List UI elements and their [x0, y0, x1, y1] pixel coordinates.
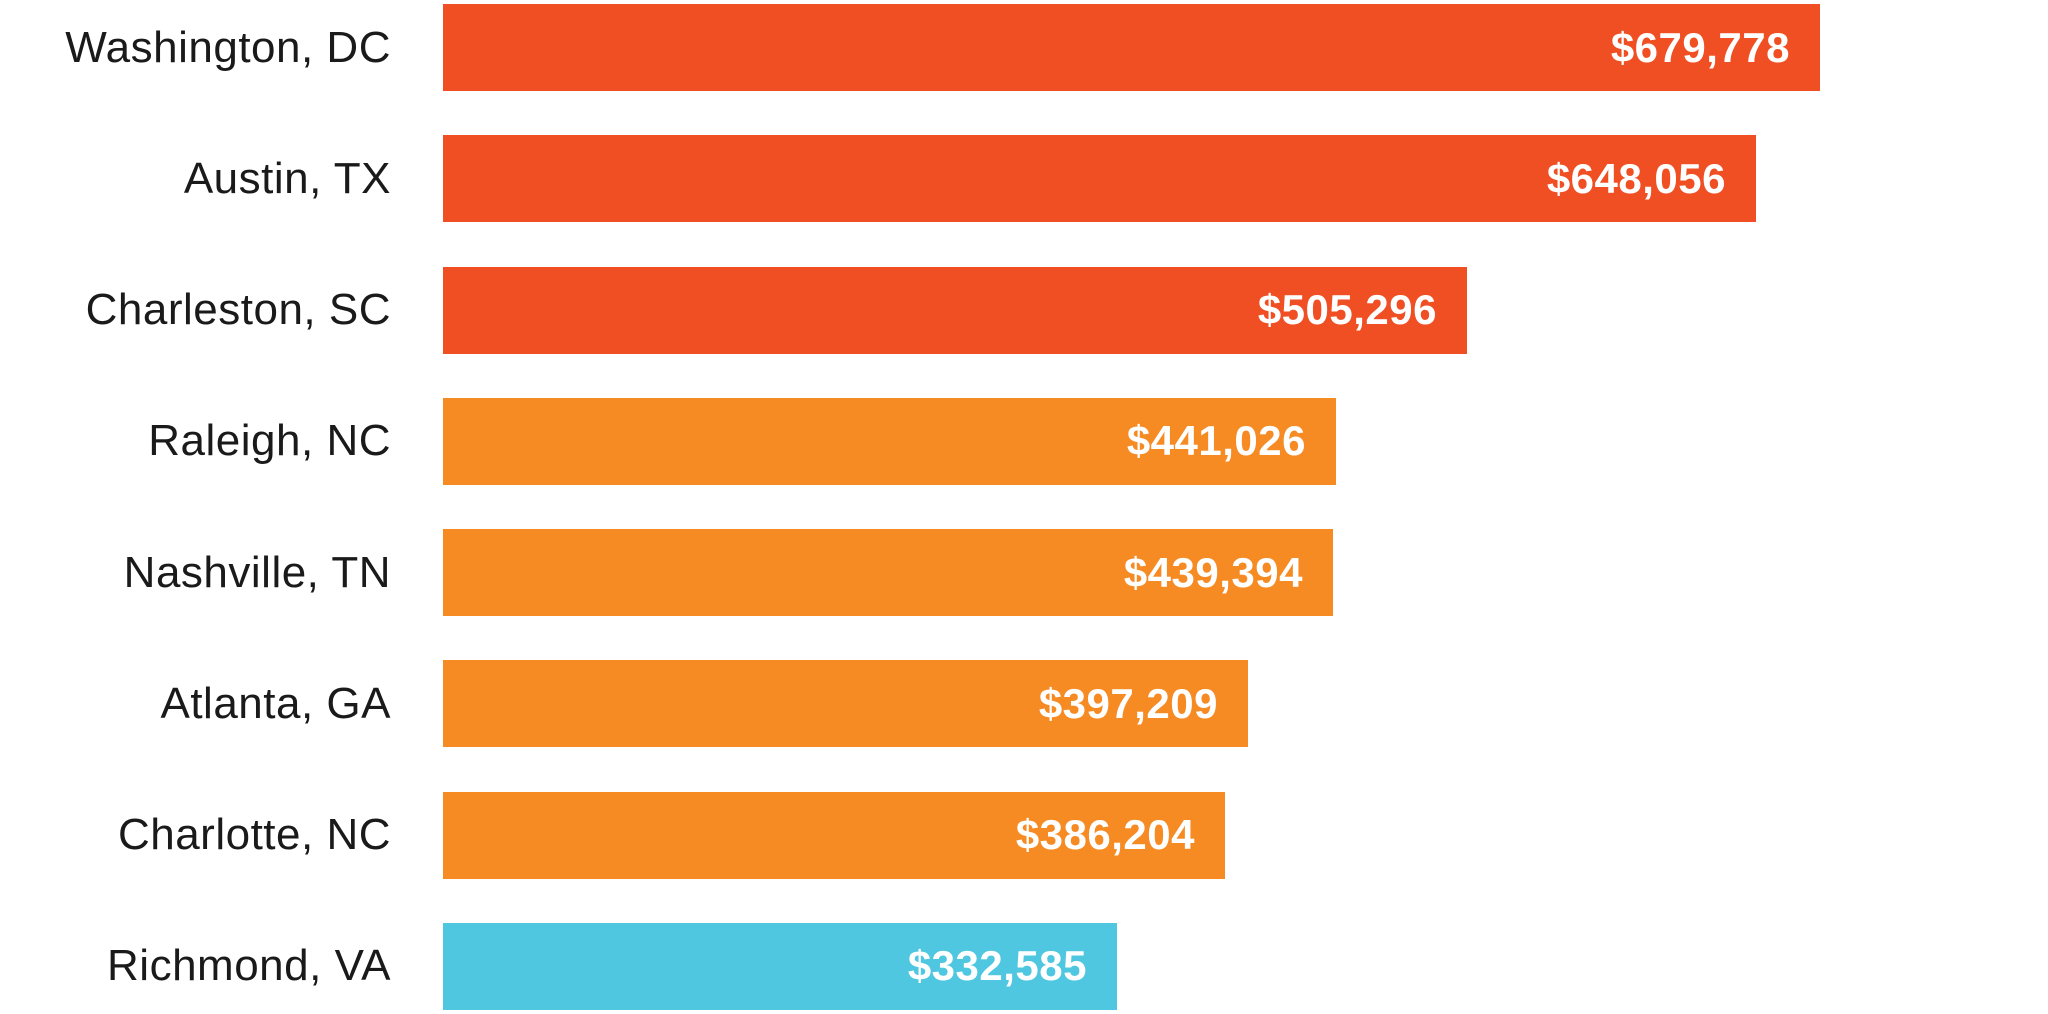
- bar-row: Nashville, TN $439,394: [0, 529, 2048, 617]
- bar-track: $648,056: [443, 135, 2048, 223]
- bar-track: $332,585: [443, 922, 2048, 1010]
- bar: $332,585: [443, 922, 1117, 1010]
- category-label: Charlotte, NC: [117, 810, 391, 860]
- bar-row: Charlotte, NC $386,204: [0, 791, 2048, 879]
- bar-track: $386,204: [443, 791, 2048, 879]
- bar: $439,394: [443, 529, 1333, 617]
- category-label: Raleigh, NC: [148, 416, 391, 466]
- bar: $386,204: [443, 791, 1225, 879]
- category-label: Charleston, SC: [85, 285, 391, 335]
- bar: $505,296: [443, 266, 1467, 354]
- bar-track: $397,209: [443, 660, 2048, 748]
- bar-row: Raleigh, NC $441,026: [0, 397, 2048, 485]
- bar-row: Richmond, VA $332,585: [0, 922, 2048, 1010]
- category-label: Austin, TX: [183, 153, 391, 203]
- value-label: $439,394: [1123, 548, 1303, 596]
- category-label: Washington, DC: [65, 22, 391, 72]
- value-label: $332,585: [907, 942, 1087, 990]
- bar: $648,056: [443, 135, 1756, 223]
- category-label: Richmond, VA: [107, 941, 391, 991]
- value-label: $505,296: [1257, 286, 1437, 334]
- category-label: Atlanta, GA: [160, 678, 391, 728]
- bar: $397,209: [443, 660, 1248, 748]
- category-label: Nashville, TN: [123, 547, 391, 597]
- bar-row: Atlanta, GA $397,209: [0, 660, 2048, 748]
- value-label: $386,204: [1015, 811, 1195, 859]
- bar-track: $439,394: [443, 529, 2048, 617]
- value-label: $441,026: [1126, 417, 1306, 465]
- value-label: $397,209: [1038, 679, 1218, 727]
- bar: $441,026: [443, 397, 1336, 485]
- bar-track: $505,296: [443, 266, 2048, 354]
- bar-row: Charleston, SC $505,296: [0, 266, 2048, 354]
- bar: $679,778: [443, 4, 1820, 91]
- value-label: $648,056: [1546, 154, 1726, 202]
- bar-track: $441,026: [443, 397, 2048, 485]
- bar-row: Austin, TX $648,056: [0, 135, 2048, 223]
- bar-row: Washington, DC $679,778: [0, 4, 2048, 91]
- value-label: $679,778: [1610, 23, 1790, 71]
- bar-track: $679,778: [443, 4, 2048, 91]
